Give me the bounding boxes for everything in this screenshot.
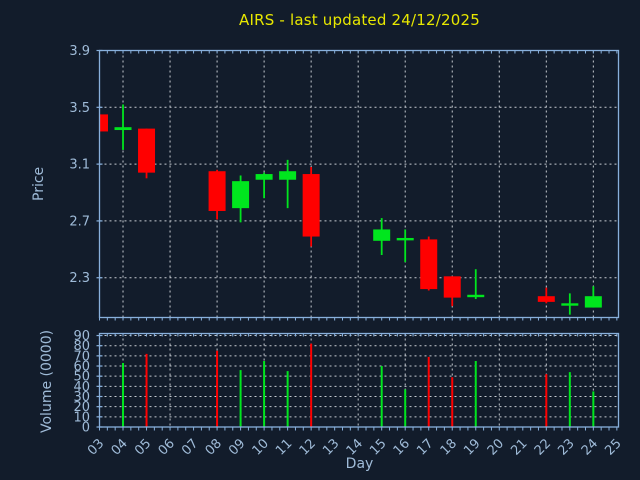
candle-day-05 <box>138 128 156 179</box>
candle-day-10 <box>255 172 273 199</box>
price-ytick-label: 3.1 <box>69 158 90 173</box>
x-tick-label: 07 <box>179 436 201 458</box>
volume-ytick-label: 10 <box>73 410 90 425</box>
volume-ytick-label: 50 <box>73 370 90 385</box>
candle-day-11 <box>279 159 297 209</box>
x-tick-label: 18 <box>438 436 460 458</box>
candle-body <box>279 171 297 180</box>
candle-body <box>114 127 132 131</box>
price-ytick-label: 3.5 <box>69 101 90 116</box>
price-ytick-labels: 3.9 3.5 3.1 2.7 2.3 <box>69 44 90 286</box>
candles <box>99 104 602 315</box>
candle-body <box>584 296 602 308</box>
x-tick-label: 20 <box>485 436 507 458</box>
candle-day-24 <box>584 286 602 308</box>
candle-day-15 <box>373 218 391 256</box>
volume-grid <box>99 333 619 427</box>
x-tick-label: 09 <box>226 436 248 458</box>
candle-body <box>561 303 579 306</box>
x-tick-label: 06 <box>156 436 178 458</box>
x-tick-label: 25 <box>602 436 624 458</box>
x-tick-label: 22 <box>532 436 554 458</box>
volume-ytick-label: 0 <box>82 421 90 436</box>
x-tick-label: 14 <box>344 436 366 458</box>
candle-body <box>255 174 273 180</box>
volume-ytick-label: 80 <box>73 339 90 354</box>
candle-day-16 <box>396 229 414 263</box>
volume-ticks <box>96 333 618 431</box>
candle-day-23 <box>561 293 579 315</box>
volume-ytick-label: 40 <box>73 380 90 395</box>
x-tick-label: 12 <box>297 436 319 458</box>
volume-ytick-label: 70 <box>73 349 90 364</box>
volume-ytick-label: 90 <box>73 329 90 344</box>
candle-body <box>537 296 555 302</box>
x-tick-label: 21 <box>508 436 530 458</box>
xtick-labels: 03 04 05 06 07 08 09 10 11 12 13 14 15 16 17 18 19 20 21 22… <box>85 436 625 458</box>
x-tick-label: 19 <box>461 436 483 458</box>
candle-day-04 <box>114 104 132 150</box>
candle-day-09 <box>232 175 250 223</box>
candle-body <box>302 174 320 237</box>
x-tick-label: 05 <box>132 436 154 458</box>
day-axis-label: Day <box>345 456 374 472</box>
price-panel-border <box>98 49 620 319</box>
candle-day-17 <box>420 236 438 291</box>
volume-ytick-label: 30 <box>73 390 90 405</box>
candle-body <box>373 229 391 241</box>
price-ytick-label: 2.3 <box>69 271 90 286</box>
chart-title: AIRS - last updated 24/12/2025 <box>239 11 480 29</box>
candle-day-22 <box>537 287 555 304</box>
x-tick-label: 15 <box>367 436 389 458</box>
candle-body <box>232 181 250 209</box>
price-ytick-label: 2.7 <box>69 214 90 229</box>
x-tick-label: 11 <box>273 436 295 458</box>
candle-body <box>467 294 485 298</box>
x-tick-label: 13 <box>320 436 342 458</box>
x-tick-label: 17 <box>414 436 436 458</box>
candle-day-19 <box>467 269 485 300</box>
candle-day-12 <box>302 166 320 247</box>
candle-day-03 <box>99 114 108 132</box>
x-tick-label: 23 <box>555 436 577 458</box>
volume-ytick-label: 60 <box>73 360 90 375</box>
x-tick-label: 16 <box>391 436 413 458</box>
candle-day-08 <box>208 169 226 220</box>
x-tick-label: 08 <box>203 436 225 458</box>
candle-body <box>443 276 461 298</box>
candle-body <box>396 237 414 241</box>
candle-body <box>420 239 438 290</box>
candle-body <box>99 114 108 132</box>
volume-bars <box>122 343 595 427</box>
candle-day-18 <box>443 276 461 307</box>
volume-ytick-label: 20 <box>73 400 90 415</box>
x-tick-label: 10 <box>250 436 272 458</box>
candle-body <box>208 171 226 211</box>
x-tick-label: 03 <box>85 436 107 458</box>
price-grid <box>99 50 619 318</box>
x-tick-label: 04 <box>109 436 131 458</box>
price-panel: 3.9 3.5 3.1 2.7 2.3 <box>69 44 620 321</box>
price-ytick-label: 3.9 <box>69 44 90 59</box>
x-tick-label: 24 <box>579 436 601 458</box>
volume-panel-border <box>98 332 620 428</box>
price-ticks <box>96 49 618 321</box>
candle-body <box>138 128 156 173</box>
